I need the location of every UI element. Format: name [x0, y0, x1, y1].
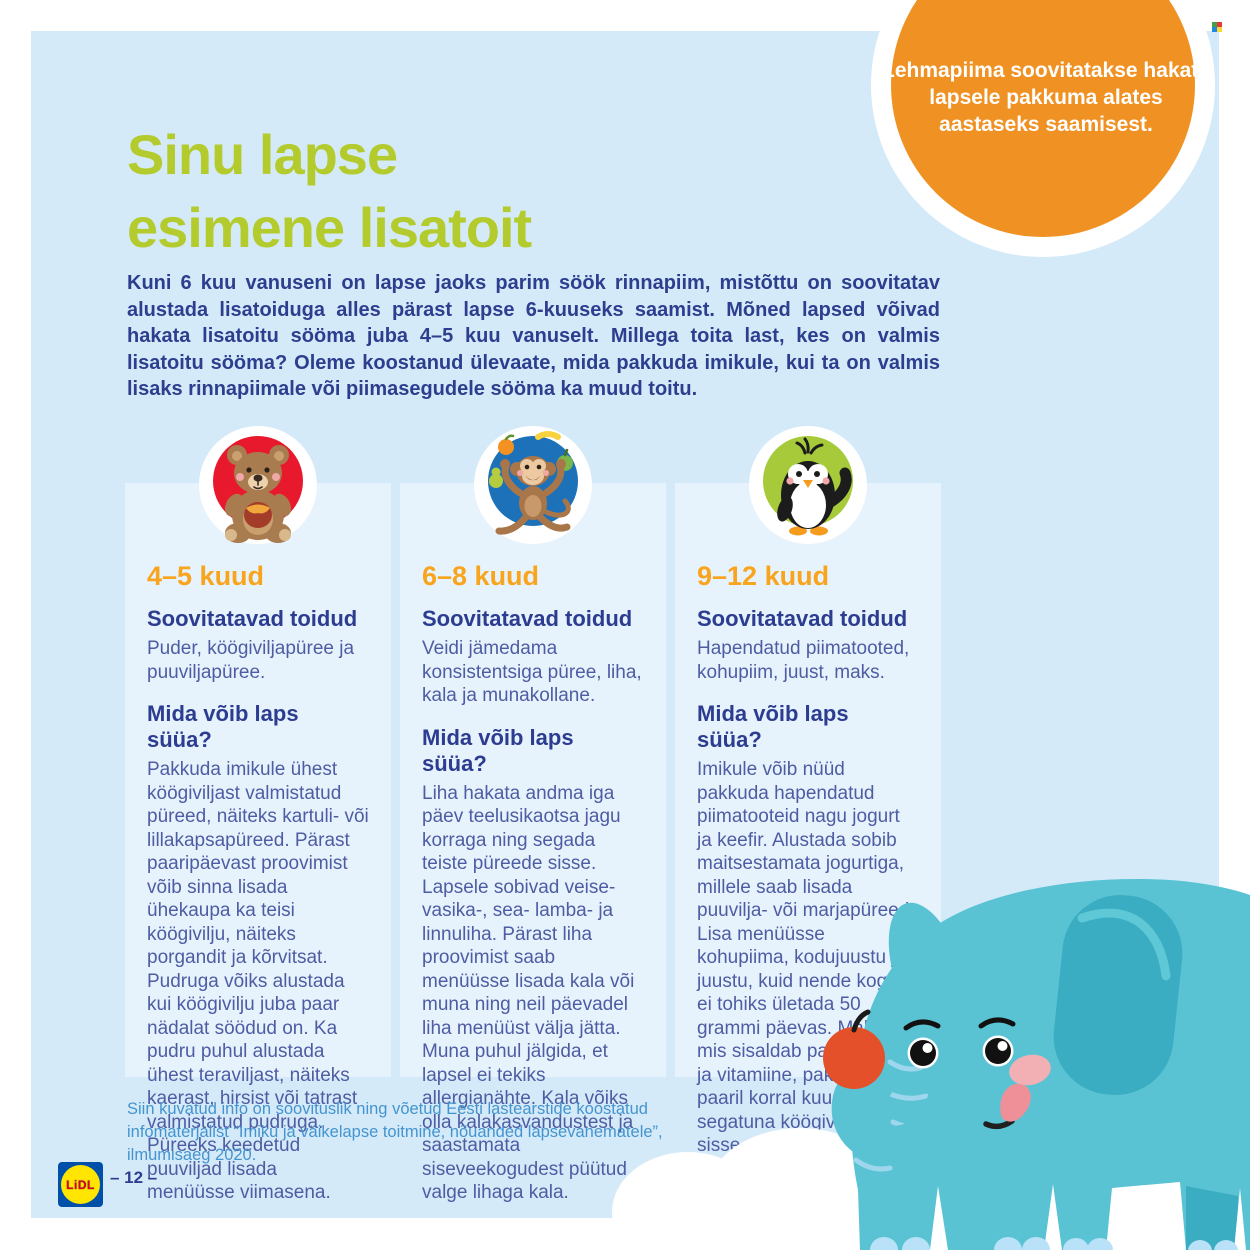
question-title: Mida võib laps süüa? — [697, 701, 849, 752]
card-age-heading: 4–5 kuud — [147, 561, 265, 591]
recommended-foods-text: Puder, köögiviljapüree ja puuviljapüree. — [147, 638, 355, 683]
page-title-line2: esimene lisatoit — [127, 196, 532, 259]
lidl-logo-text: LiDL — [66, 1177, 95, 1192]
recommended-foods-text: Hapendatud piimatooted, kohupiim, juust,… — [697, 638, 910, 683]
card-9-12-months: 9–12 kuud Soovitatavad toidud Hapendatud… — [675, 426, 941, 1203]
elephant-eyes — [903, 1017, 1016, 1069]
elephant-illustration — [612, 878, 1250, 1250]
elephant-cheek — [1009, 1054, 1051, 1086]
elephant-tongue — [1000, 1083, 1031, 1122]
apple — [823, 1009, 885, 1089]
card-age-heading: 9–12 kuud — [697, 561, 830, 591]
card-age-heading: 6–8 kuud — [422, 561, 540, 591]
badge-text: Lehmapiima soovitatakse hakata lapsele p… — [882, 59, 1210, 136]
page-number: – 12 – — [110, 1168, 158, 1187]
lidl-logo: LiDL — [58, 1162, 103, 1207]
card-body-text: Liha hakata andma iga päev teelusikaotsa… — [422, 782, 635, 1204]
milk-advice-badge — [891, 0, 1195, 237]
card-body-text: Pakkuda imikule ühest köögiviljast valmi… — [147, 759, 369, 1203]
page-title-line1: Sinu lapse — [127, 123, 398, 186]
lidl-logo-disc: LiDL — [61, 1165, 100, 1204]
recommended-foods-title: Soovitatavad toidud — [697, 606, 908, 631]
question-title: Mida võib laps süüa? — [422, 724, 574, 776]
color-squares-icon — [1212, 22, 1222, 32]
penguin-icon — [743, 423, 873, 573]
recommended-foods-title: Soovitatavad toidud — [422, 606, 633, 631]
card-4-5-months: 4–5 kuud Soovitatavad toidud Puder, köög… — [125, 426, 391, 1203]
age-cards-row: 4–5 kuud Soovitatavad toidud Puder, köög… — [125, 426, 941, 1203]
elephant-ear — [1053, 895, 1183, 1095]
page-title: Sinu lapse esimene lisatoit — [127, 118, 532, 264]
card-6-8-months: 6–8 kuud Soovitatavad toidud Veidi jämed… — [400, 426, 666, 1203]
recommended-foods-text: Veidi jämedama konsistentsiga püree, lih… — [422, 638, 642, 706]
intro-paragraph: Kuni 6 kuu vanuseni on lapse jaoks parim… — [127, 272, 940, 400]
monkey-icon — [468, 423, 598, 573]
recommended-foods-title: Soovitatavad toidud — [147, 606, 358, 631]
question-title: Mida võib laps süüa? — [147, 701, 299, 752]
card-body-text: Imikule võib nüüd pakkuda hapendatud pii… — [697, 759, 915, 1203]
bear-icon — [193, 423, 323, 573]
source-note: Siin kuvatud info on soovituslik ning võ… — [127, 1100, 663, 1164]
elephant-toenails — [870, 1237, 1238, 1250]
